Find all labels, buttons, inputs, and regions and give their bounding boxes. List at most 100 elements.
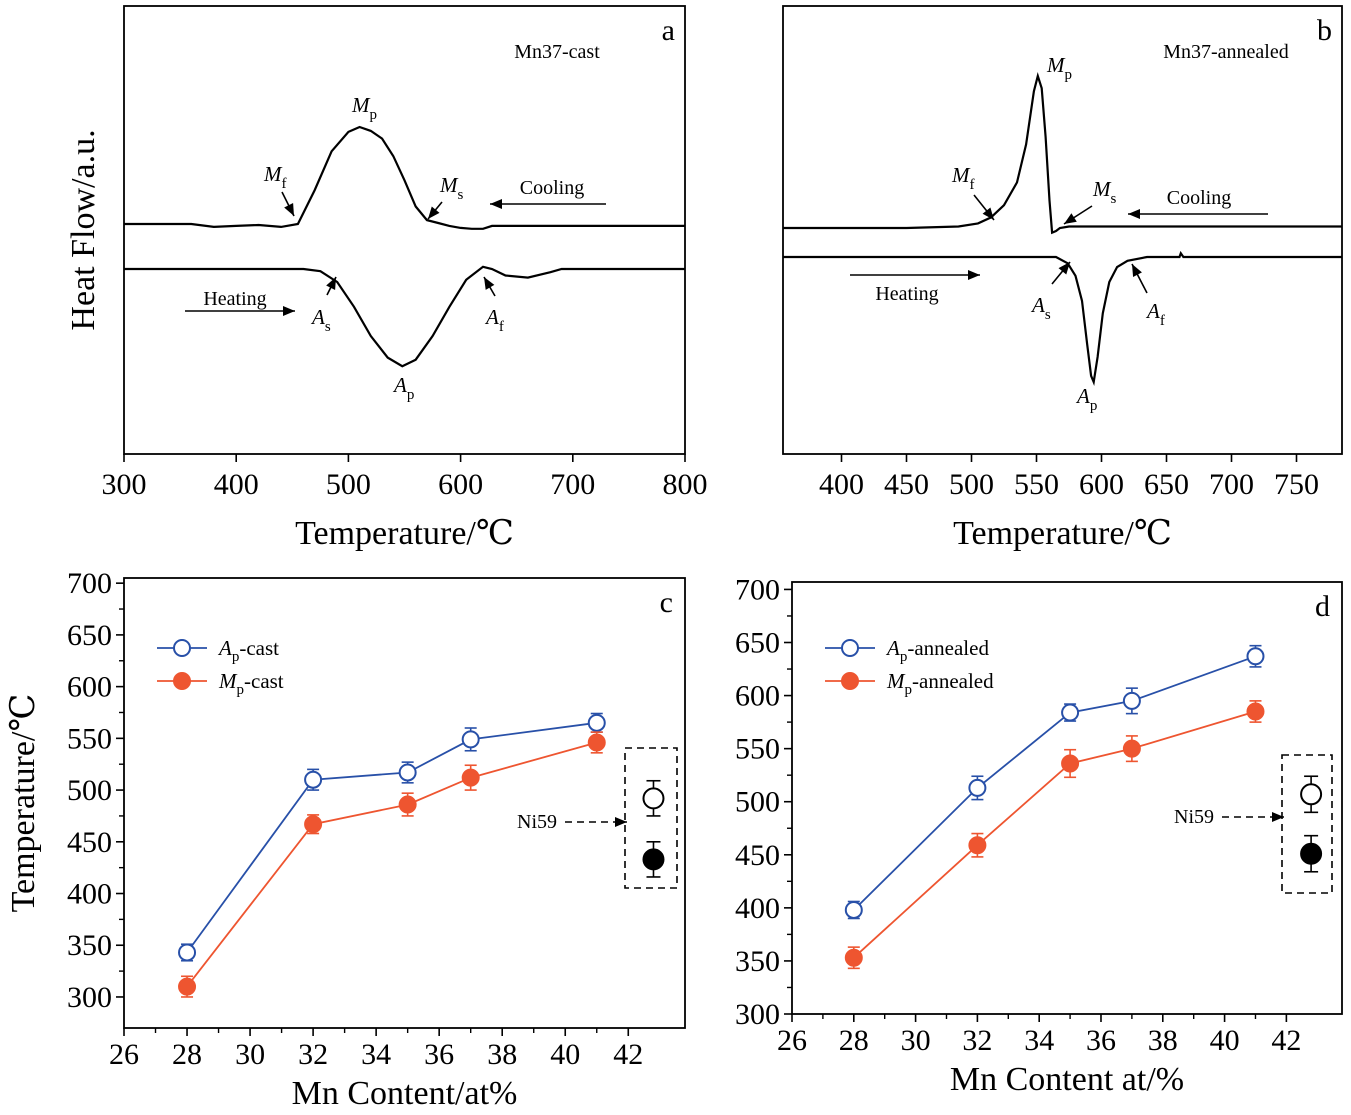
- data-point: [1246, 702, 1265, 721]
- annotation-arrow-head: [284, 203, 294, 216]
- series-line: [853, 710, 1256, 959]
- annotation-heating: Heating: [875, 283, 938, 305]
- legend-label: Mp-annealed: [886, 669, 994, 698]
- x-tick-label: 36: [424, 1038, 454, 1071]
- x-axis-title: Temperature/℃: [953, 515, 1172, 552]
- x-tick-label: 700: [1209, 468, 1254, 501]
- annotation-arrow-head: [428, 206, 440, 219]
- plot-frame-d: [791, 581, 1343, 1015]
- y-tick-label: 500: [67, 774, 112, 807]
- y-axis-title: Heat Flow/a.u.: [65, 129, 102, 330]
- reference-label: Ni59: [517, 811, 557, 833]
- annotation-arrow-head: [1064, 213, 1077, 224]
- x-tick-label: 34: [361, 1038, 391, 1071]
- y-tick-label: 400: [735, 892, 780, 925]
- x-tick-label: 450: [884, 468, 929, 501]
- x-axis-title: Temperature/℃: [295, 515, 514, 552]
- sample-label: Mn37-annealed: [1163, 41, 1289, 63]
- data-point: [461, 768, 480, 787]
- y-tick-label: 600: [735, 680, 780, 713]
- y-tick-label: 550: [67, 722, 112, 755]
- annotation-arrow-head: [1058, 262, 1070, 275]
- x-axis-title: Mn Content at/%: [950, 1061, 1184, 1098]
- data-point: [968, 836, 987, 855]
- data-point: [461, 730, 480, 749]
- annotation-arrow-head: [1132, 264, 1142, 277]
- annotation-arrow-head: [968, 270, 980, 280]
- reference-arrow-head: [615, 817, 627, 827]
- data-point: [178, 943, 197, 962]
- annotation-Af: Af: [484, 305, 504, 335]
- data-point: [304, 815, 323, 834]
- x-tick-label: 600: [438, 468, 483, 501]
- annotation-Ms: Ms: [1092, 177, 1117, 207]
- reference-point: [642, 848, 665, 871]
- data-point: [968, 778, 987, 797]
- x-tick-label: 38: [1148, 1024, 1178, 1057]
- annotation-Mf: Mf: [263, 162, 287, 192]
- y-tick-label: 700: [67, 567, 112, 600]
- annotation-Ap: Ap: [1075, 384, 1097, 414]
- annotation-Mf: Mf: [951, 163, 975, 193]
- annotation-cooling: Cooling: [1167, 187, 1231, 209]
- series-line: [186, 741, 598, 988]
- y-tick-label: 650: [735, 627, 780, 660]
- data-point: [1061, 754, 1080, 773]
- x-tick-label: 28: [839, 1024, 869, 1057]
- legend-label: Mp-cast: [218, 669, 284, 698]
- legend-marker: [841, 672, 859, 690]
- x-tick-label: 650: [1144, 468, 1189, 501]
- y-tick-label: 300: [735, 998, 780, 1031]
- x-tick-label: 500: [326, 468, 371, 501]
- plot-frame-b: [782, 5, 1343, 455]
- y-tick-label: 550: [735, 733, 780, 766]
- y-tick-label: 650: [67, 619, 112, 652]
- x-tick-label: 32: [298, 1038, 328, 1071]
- panel-letter: a: [662, 14, 675, 47]
- x-tick-label: 42: [613, 1038, 643, 1071]
- x-tick-label: 750: [1274, 468, 1319, 501]
- annotation-arrow-head: [484, 277, 495, 290]
- data-point: [398, 763, 417, 782]
- y-tick-label: 450: [67, 826, 112, 859]
- annotation-Ms: Ms: [439, 173, 464, 203]
- annotation-Af: Af: [1145, 299, 1165, 329]
- panel-letter: b: [1317, 14, 1332, 47]
- y-axis-title: Temperature/℃: [5, 694, 42, 913]
- annotation-arrow-head: [1128, 209, 1140, 219]
- dsc-curve-heating: [783, 250, 1342, 387]
- legend-label: Ap-annealed: [885, 636, 989, 665]
- reference-arrow-head: [1272, 812, 1284, 822]
- x-tick-label: 400: [819, 468, 864, 501]
- x-tick-label: 30: [901, 1024, 931, 1057]
- panel-letter: d: [1315, 590, 1330, 623]
- annotation-arrow-head: [326, 277, 336, 290]
- x-tick-label: 32: [962, 1024, 992, 1057]
- reference-label: Ni59: [1174, 806, 1214, 828]
- annotation-As: As: [1030, 293, 1051, 323]
- dsc-curve-cooling: [124, 125, 685, 230]
- y-tick-label: 300: [67, 981, 112, 1014]
- data-point: [844, 900, 863, 919]
- reference-box: [624, 747, 678, 889]
- plot-frame-c: [123, 577, 686, 1029]
- x-tick-label: 400: [214, 468, 259, 501]
- sample-label: Mn37-cast: [514, 41, 600, 63]
- annotation-Mp: Mp: [1046, 53, 1072, 83]
- y-tick-label: 350: [67, 929, 112, 962]
- annotation-arrow-head: [283, 306, 295, 316]
- data-point: [1122, 691, 1141, 710]
- y-tick-label: 400: [67, 878, 112, 911]
- data-point: [844, 948, 863, 967]
- y-tick-label: 500: [735, 786, 780, 819]
- annotation-Mp: Mp: [351, 93, 377, 123]
- x-tick-label: 40: [550, 1038, 580, 1071]
- legend-marker: [841, 639, 859, 657]
- legend-marker: [173, 639, 191, 657]
- data-point: [587, 733, 606, 752]
- x-tick-label: 36: [1086, 1024, 1116, 1057]
- series-line: [853, 655, 1256, 911]
- annotation-arrow-head: [982, 207, 994, 220]
- legend-marker: [173, 672, 191, 690]
